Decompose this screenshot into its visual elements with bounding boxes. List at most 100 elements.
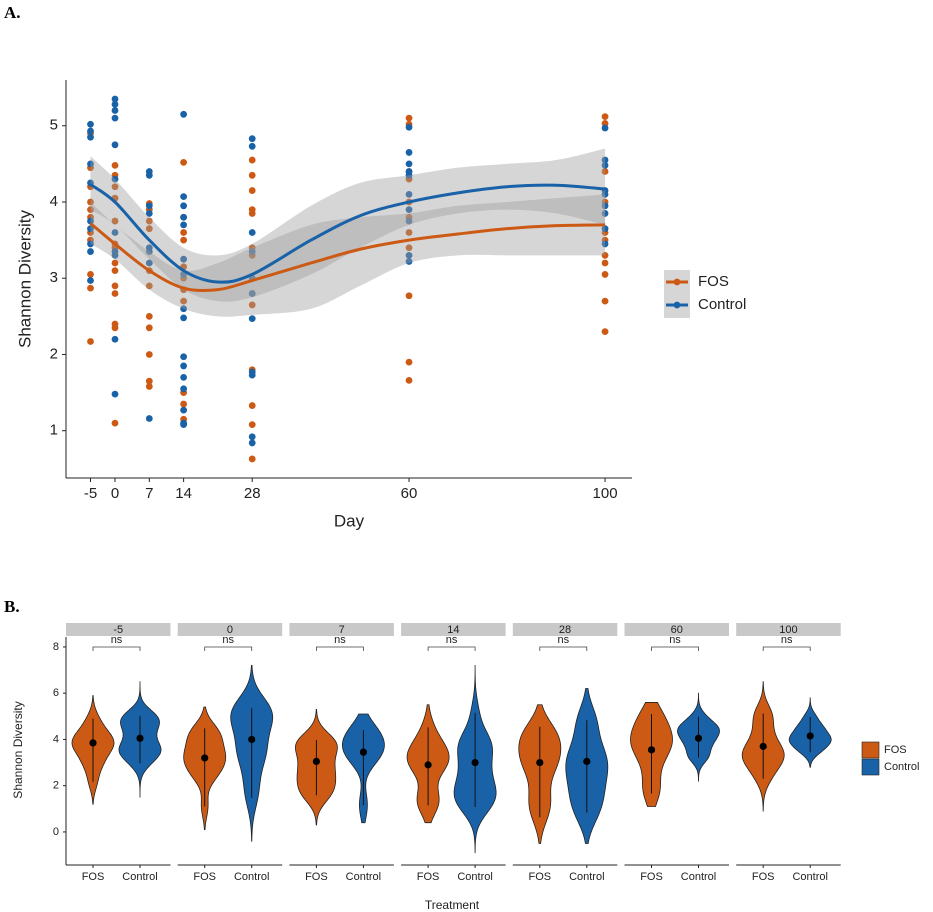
- point: [601, 168, 609, 175]
- median-dot: [759, 742, 767, 750]
- point: [248, 301, 256, 309]
- x-tick-label: Control: [122, 871, 157, 883]
- point: [180, 421, 188, 429]
- point: [248, 156, 256, 164]
- significance-label: ns: [446, 634, 458, 646]
- strip-label: 7: [339, 624, 345, 636]
- legend-swatch: [861, 758, 880, 776]
- x-tick-label: FOS: [640, 871, 663, 883]
- point: [111, 141, 119, 149]
- significance-bracket: [539, 646, 588, 651]
- x-tick-label: FOS: [82, 871, 105, 883]
- point: [111, 282, 119, 290]
- x-tick-label: Control: [234, 871, 269, 883]
- point: [601, 251, 609, 259]
- x-tick-label: 100: [593, 485, 618, 502]
- x-tick-label: Control: [792, 871, 827, 883]
- strip-label: 60: [671, 624, 683, 636]
- significance-bracket: [92, 646, 141, 651]
- point: [145, 171, 153, 179]
- point: [405, 171, 413, 179]
- median-dot: [201, 754, 209, 762]
- strip-label: 0: [227, 624, 233, 636]
- point: [111, 100, 119, 108]
- significance-bracket: [427, 646, 476, 651]
- significance-bracket: [762, 646, 811, 651]
- significance-label: ns: [781, 634, 793, 646]
- point: [180, 213, 188, 221]
- strip: [66, 623, 171, 636]
- median-dot: [806, 732, 814, 740]
- point: [87, 338, 94, 345]
- median-dot: [471, 758, 479, 767]
- point: [405, 160, 413, 168]
- point: [111, 107, 119, 114]
- x-tick-label: FOS: [528, 871, 551, 883]
- point: [405, 190, 413, 198]
- significance-bracket: [204, 646, 253, 651]
- point: [145, 351, 153, 358]
- y-tick-label: 8: [53, 641, 59, 653]
- point: [145, 217, 153, 225]
- point: [145, 324, 153, 332]
- significance-label: ns: [111, 634, 123, 646]
- strip: [736, 623, 841, 636]
- point: [405, 292, 413, 300]
- point: [111, 114, 119, 122]
- point: [601, 156, 609, 164]
- legend-swatch: [861, 741, 880, 759]
- significance-bracket: [651, 646, 699, 651]
- point: [405, 229, 413, 236]
- x-tick-label: Control: [346, 871, 381, 883]
- point: [601, 124, 609, 132]
- point: [111, 419, 119, 427]
- point: [601, 202, 609, 210]
- point: [180, 110, 188, 118]
- x-tick-label: 0: [111, 485, 119, 502]
- point: [87, 206, 94, 214]
- point: [248, 248, 256, 255]
- point: [601, 271, 609, 278]
- point: [248, 439, 256, 447]
- point: [248, 371, 256, 379]
- significance-label: ns: [222, 634, 234, 646]
- point: [87, 225, 94, 233]
- strip: [512, 623, 618, 636]
- point: [601, 328, 609, 336]
- point: [111, 290, 119, 297]
- strip-label: -5: [113, 624, 123, 636]
- point: [87, 127, 94, 135]
- point: [111, 95, 119, 103]
- legend-label: FOS: [884, 744, 907, 756]
- median-dot: [248, 735, 256, 744]
- point: [145, 383, 153, 390]
- significance-label: ns: [334, 634, 346, 646]
- point: [111, 217, 119, 225]
- point: [111, 390, 119, 398]
- x-tick-label: Control: [569, 871, 604, 883]
- point: [248, 171, 256, 179]
- point: [248, 433, 256, 441]
- point: [601, 259, 609, 267]
- median-dot: [583, 757, 591, 766]
- point: [405, 377, 413, 384]
- point: [180, 406, 188, 414]
- point: [180, 400, 188, 408]
- smooth-line: [89, 183, 606, 284]
- median-dot: [89, 739, 97, 747]
- point: [87, 248, 94, 255]
- y-tick-label: 2: [53, 780, 59, 792]
- y-axis-label: Shannon Diversity: [15, 210, 34, 348]
- point: [145, 259, 153, 267]
- point: [87, 277, 94, 284]
- y-tick-label: 0: [53, 826, 59, 838]
- point: [405, 358, 413, 366]
- x-tick-label: 14: [175, 485, 192, 502]
- point: [601, 240, 609, 248]
- point: [87, 271, 94, 278]
- point: [111, 175, 119, 183]
- point: [87, 133, 94, 141]
- point: [87, 217, 94, 225]
- point: [248, 229, 256, 236]
- point: [180, 373, 188, 381]
